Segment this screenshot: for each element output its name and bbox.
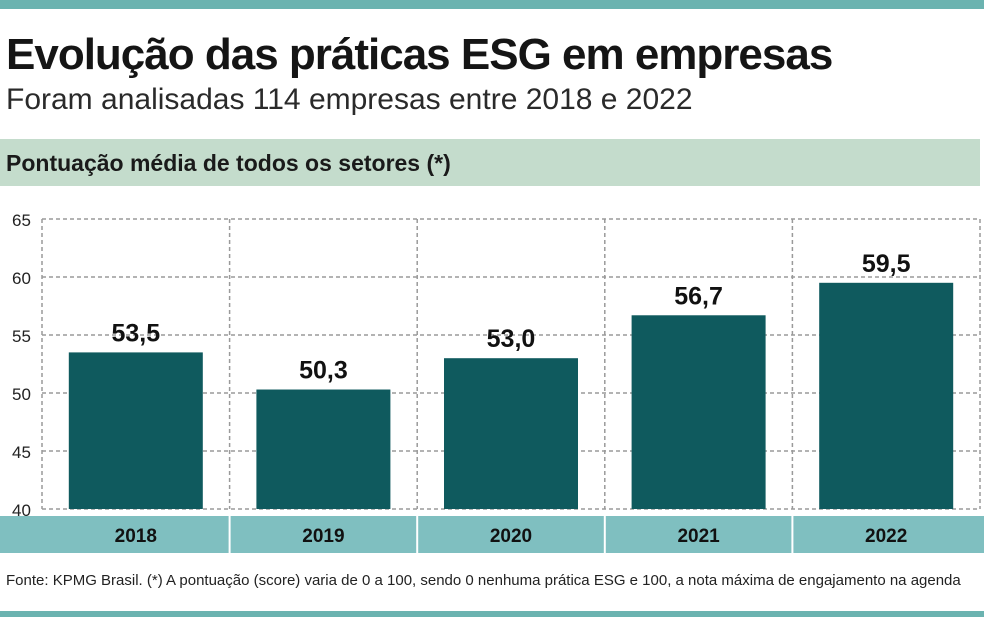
value-label-2018: 53,5 [111, 319, 160, 347]
bar-2022 [819, 282, 954, 509]
x-tick-label-2022: 2022 [865, 526, 907, 547]
value-label-2022: 59,5 [862, 250, 911, 278]
chart-title: Evolução das práticas ESG em empresas [6, 30, 833, 79]
x-tick-label-2021: 2021 [677, 526, 720, 547]
y-tick-label: 50 [12, 385, 31, 404]
value-label-2021: 56,7 [674, 282, 723, 310]
y-tick-label: 65 [12, 211, 31, 230]
bottom-rule [0, 611, 984, 617]
top-rule [0, 0, 984, 9]
y-tick-label: 55 [12, 327, 31, 346]
y-tick-label: 60 [12, 269, 31, 288]
section-title: Pontuação média de todos os setores (*) [6, 150, 451, 176]
x-axis-band [0, 516, 984, 553]
bar-2018 [68, 352, 203, 509]
bar-2019 [256, 389, 391, 509]
bar-2021 [631, 315, 766, 509]
x-tick-label-2019: 2019 [302, 526, 344, 547]
section-header-band [0, 139, 980, 186]
y-tick-label: 45 [12, 443, 31, 462]
x-tick-label-2018: 2018 [115, 526, 157, 547]
value-label-2020: 53,0 [487, 325, 536, 353]
value-label-2019: 50,3 [299, 357, 348, 385]
bar-2020 [444, 358, 578, 509]
x-tick-label-2020: 2020 [490, 526, 532, 547]
y-tick-label: 40 [12, 501, 31, 520]
bar-chart: 65 60 55 50 45 40 53,5 2018 50,3 2019 53,0 2020 56,7… [0, 211, 984, 553]
source-footnote: Fonte: KPMG Brasil. (*) A pontuação (sco… [6, 572, 961, 589]
chart-subtitle: Foram analisadas 114 empresas entre 2018… [6, 83, 693, 116]
